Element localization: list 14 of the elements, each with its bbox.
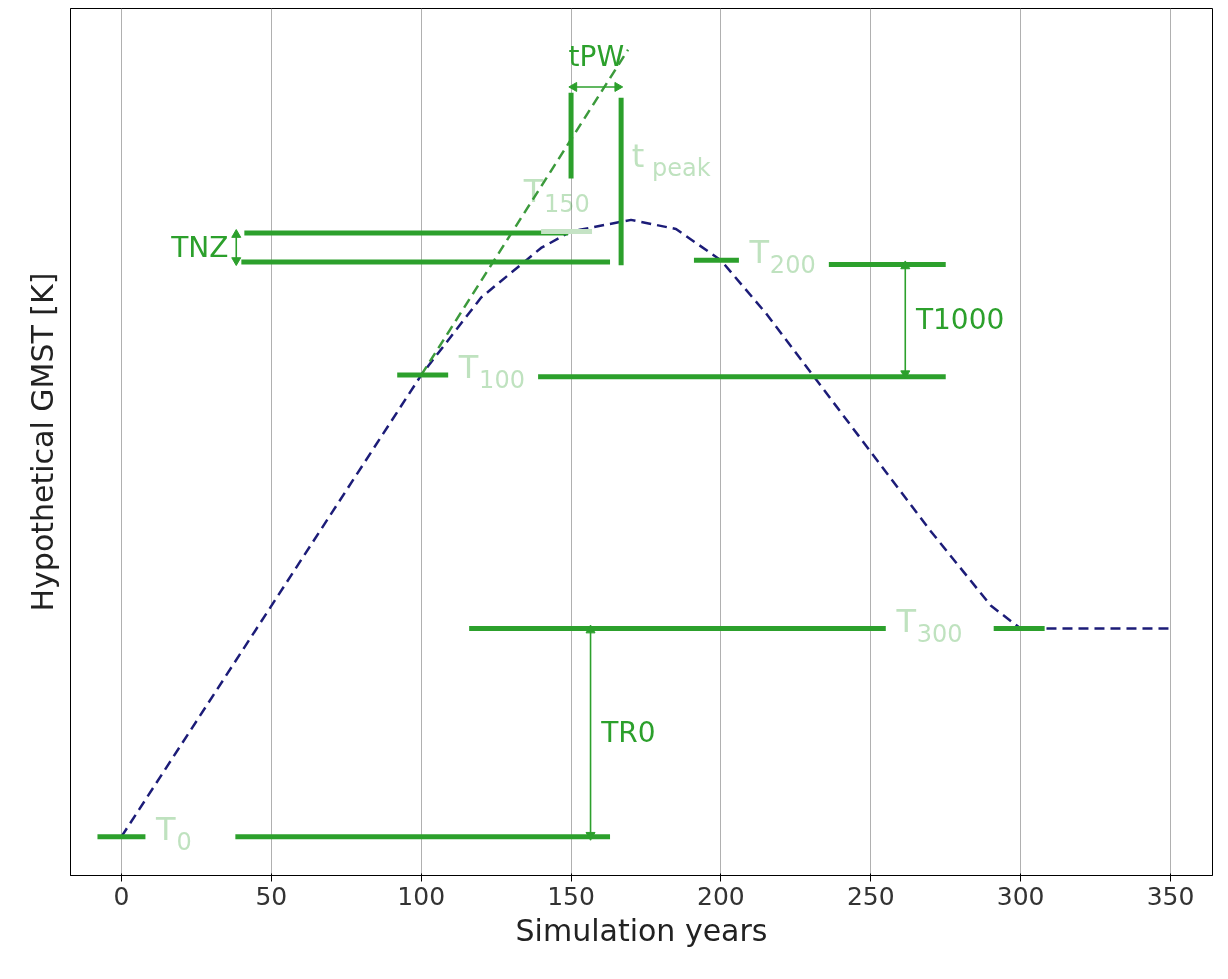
x-tick-label: 100 [397, 881, 446, 911]
x-tick-label: 200 [697, 881, 745, 911]
series-label: tPW [568, 40, 625, 74]
series-label: TNZ [170, 231, 229, 265]
x-tick-label: 250 [846, 881, 895, 911]
series-label: T1000 [914, 303, 1005, 337]
x-tick-label: 0 [113, 881, 130, 911]
x-tick-label: 50 [255, 881, 288, 911]
series-label: TR0 [600, 716, 656, 750]
x-tick-label: 150 [547, 881, 595, 911]
x-tick-label: 300 [996, 881, 1045, 911]
y-axis-title: Hypothetical GMST [K] [24, 272, 60, 612]
x-tick-label: 350 [1146, 881, 1195, 911]
x-axis-title: Simulation years [515, 912, 768, 948]
